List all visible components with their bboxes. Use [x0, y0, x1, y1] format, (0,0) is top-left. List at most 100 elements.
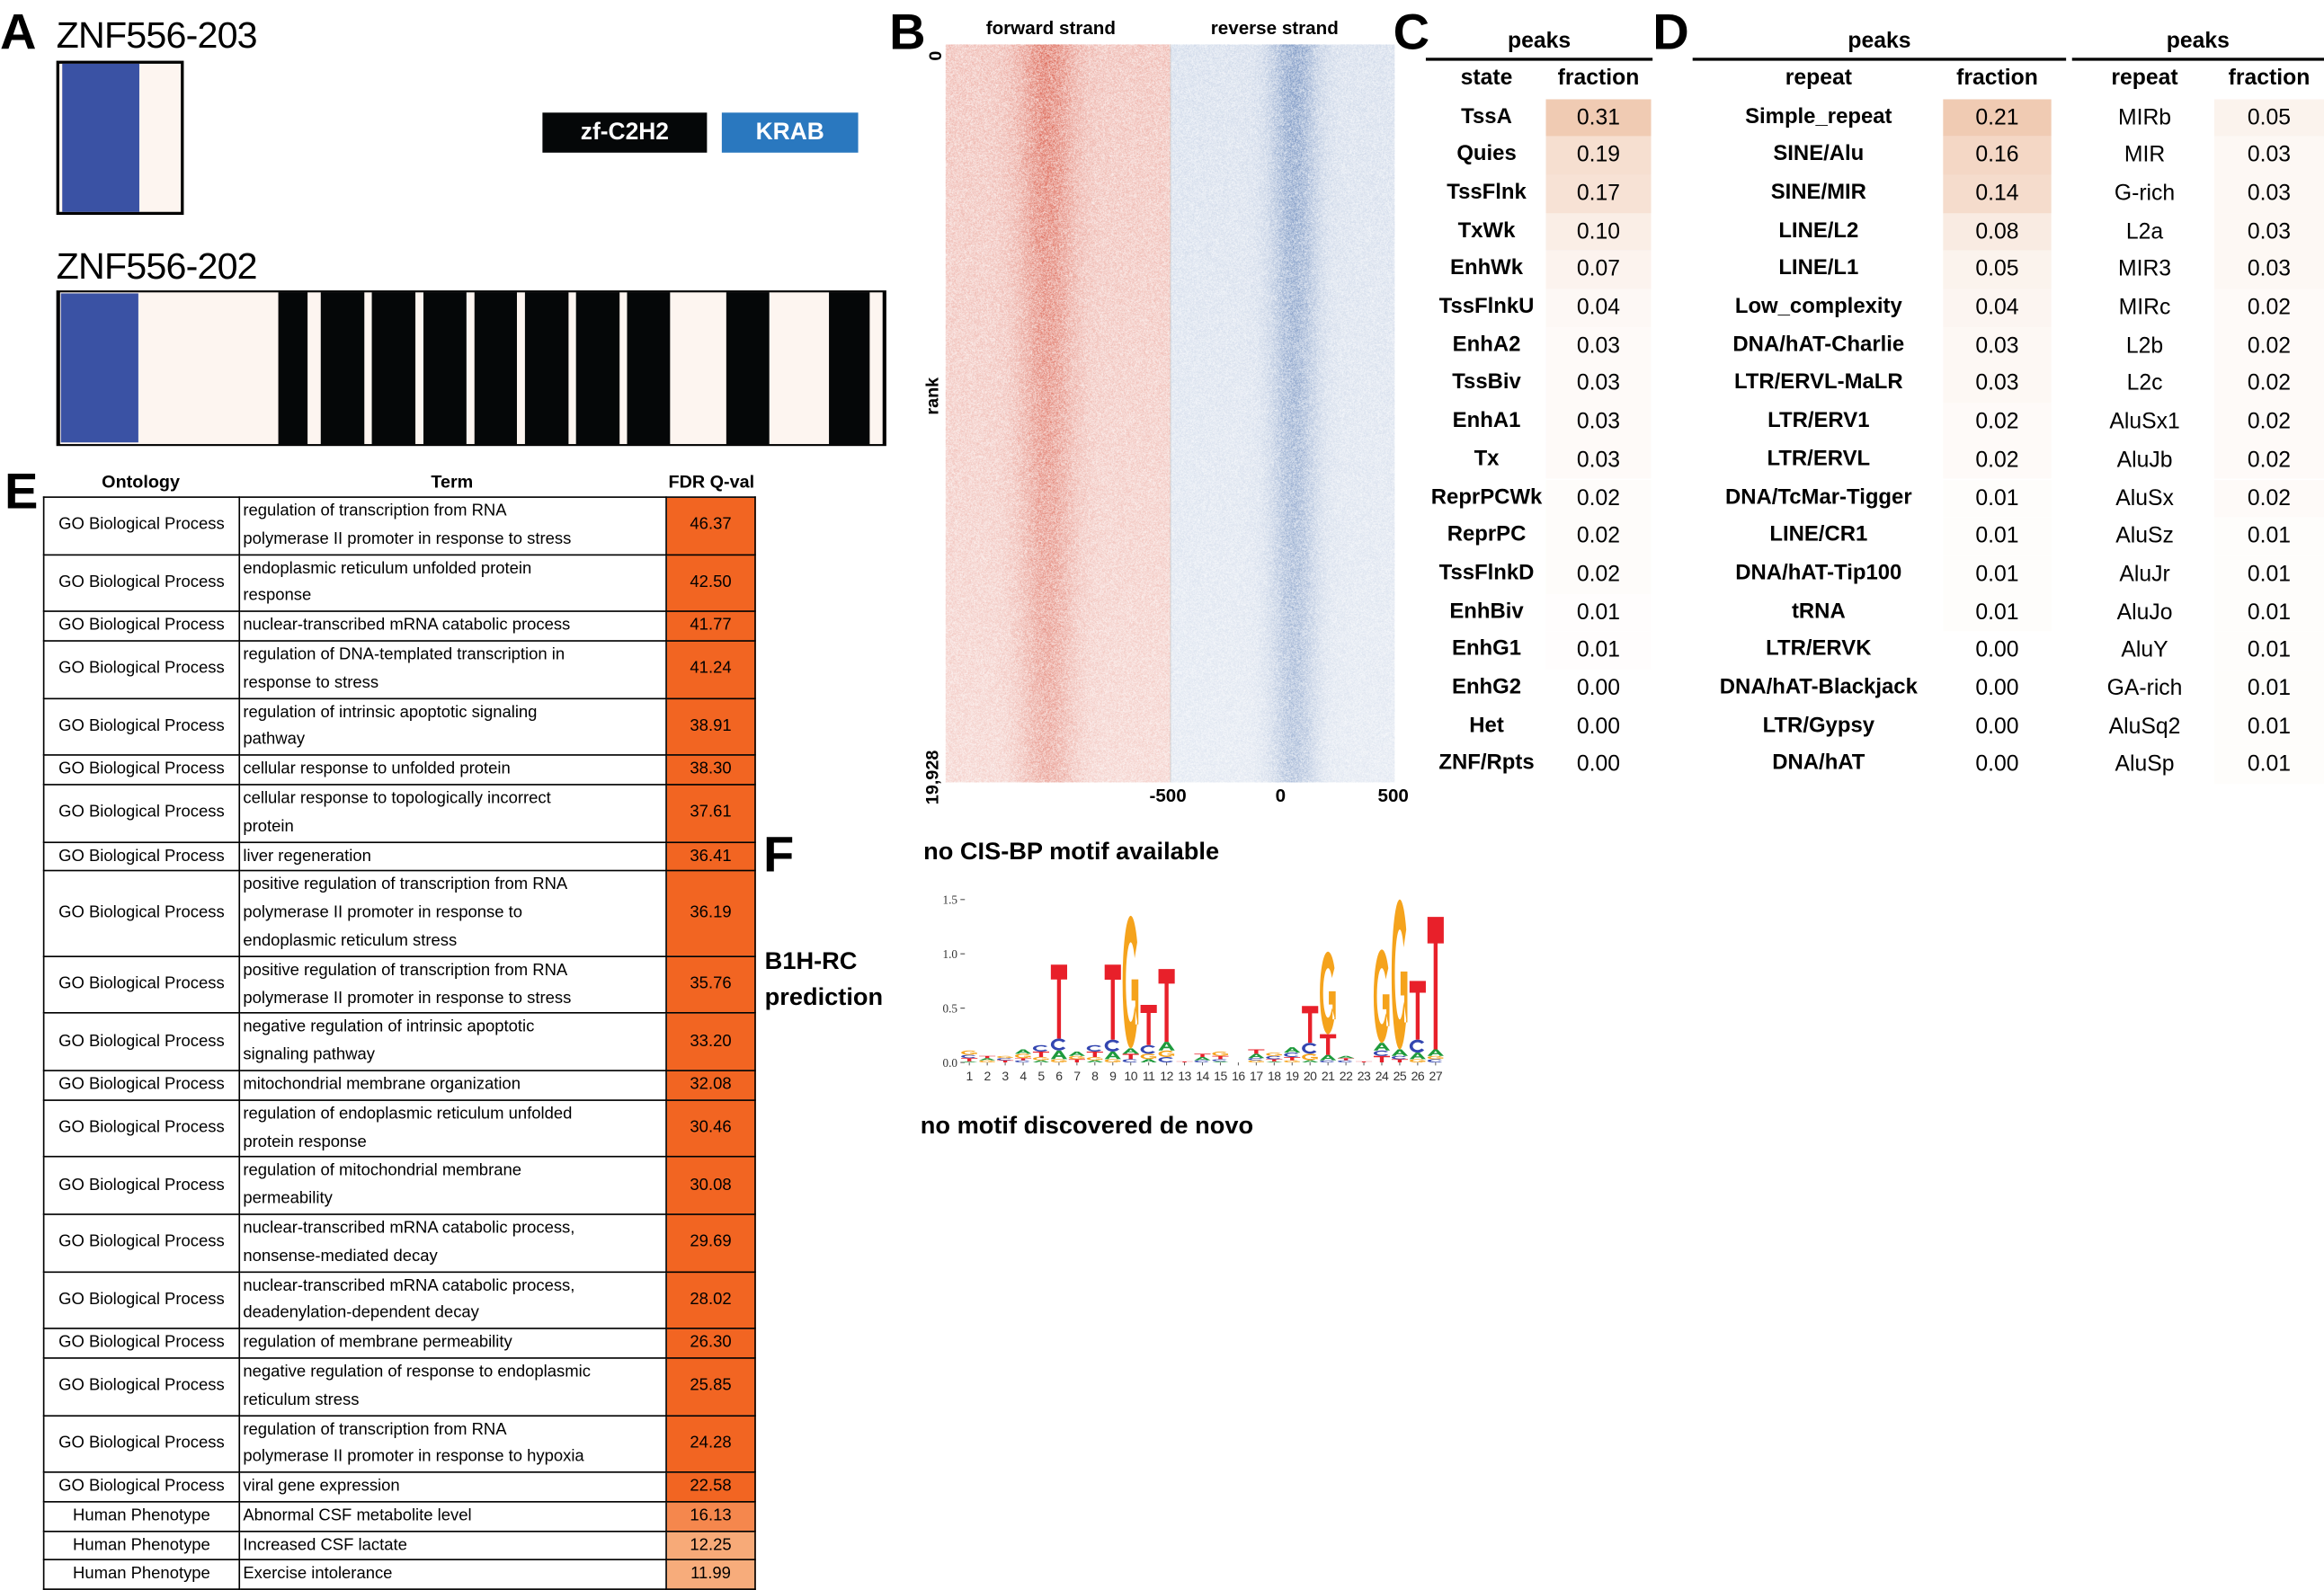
logo-letter-G: [1122, 915, 1139, 1049]
logo-letter-glyph: [1212, 1055, 1229, 1060]
position-label: 10: [1124, 1069, 1137, 1083]
ontology-cell: GO Biological Process: [42, 955, 241, 1015]
row-label: EnhA1: [1452, 409, 1521, 433]
fraction-cell: 0.02: [2214, 289, 2324, 327]
logo-letter-glyph: [1086, 1044, 1102, 1052]
position-label: 17: [1250, 1069, 1263, 1083]
fdr-cell: 12.25: [665, 1530, 756, 1561]
position-label: 4: [1020, 1069, 1027, 1083]
ontology-cell: GO Biological Process: [42, 496, 241, 555]
term-line: regulation of DNA-templated transcriptio…: [243, 645, 565, 664]
row-label: G-rich: [2114, 180, 2176, 206]
table-row: GO Biological Process regulation of trans…: [42, 1414, 756, 1473]
logo-letter-glyph: [1032, 1044, 1048, 1052]
fraction-cell: 0.00: [1943, 631, 2052, 671]
term-line: Abnormal CSF metabolite level: [243, 1506, 472, 1525]
logo-letter-glyph: [1320, 1054, 1337, 1061]
logo-letter-C: [1266, 1055, 1281, 1060]
term-line: cellular response to unfolded protein: [243, 760, 511, 778]
cisbp-status: no CIS-BP motif available: [923, 839, 1220, 866]
position-label: 16: [1232, 1069, 1245, 1083]
fdr-cell: 25.85: [665, 1356, 756, 1417]
logo-letter-glyph: [1248, 1049, 1265, 1054]
fraction-cell: 0.01: [2214, 745, 2324, 785]
fraction-cell: 0.03: [1943, 365, 2052, 404]
row-label: DNA/hAT-Tip100: [1735, 561, 1902, 586]
logo-letter-glyph: [1373, 949, 1390, 1044]
position-label: 12: [1160, 1069, 1173, 1083]
fdr-cell: 38.91: [665, 697, 756, 757]
logo-letter-G: [1212, 1051, 1228, 1056]
row-label: AluJb: [2116, 447, 2173, 473]
logo-letter-A: [1284, 1047, 1301, 1053]
logo-letter-glyph: [1014, 1049, 1032, 1054]
logo-letter-T: [1176, 1061, 1193, 1063]
term-line: polymerase II promoter in response to: [243, 903, 523, 922]
term-line: signaling pathway: [243, 1046, 375, 1064]
forward-strand-title: forward strand: [985, 17, 1116, 39]
term-cell: regulation of membrane permeability: [238, 1328, 667, 1359]
logo-letter-glyph: [1355, 1061, 1373, 1063]
fdr-cell: 38.30: [665, 754, 756, 786]
ontology-cell: Human Phenotype: [42, 1530, 241, 1561]
logo-letter-glyph: [1014, 1060, 1030, 1063]
logo-letter-T: [1050, 964, 1067, 1039]
row-label: L2c: [2126, 370, 2163, 396]
fraction-cell: 0.08: [1943, 212, 2052, 252]
table-row: Human Phenotype Exercise intolerance 11.99: [42, 1559, 756, 1590]
logo-letter-glyph: [1140, 1053, 1157, 1060]
logo-letter-G: [1391, 899, 1408, 1050]
row-label: MIR3: [2117, 256, 2172, 282]
logo-letter-T: [1302, 1006, 1319, 1044]
row-label: SINE/Alu: [1773, 142, 1865, 166]
logo-letter-glyph: [1212, 1051, 1228, 1056]
table-row: GO Biological Process regulation of membr…: [42, 1328, 756, 1359]
logo-letter-glyph: [1427, 917, 1444, 1050]
logo-letter-glyph: [1104, 1051, 1121, 1060]
row-label: LTR/ERV1: [1767, 409, 1870, 433]
logo-letter-glyph: [1032, 1051, 1050, 1058]
logo-letter-A: [1050, 1050, 1067, 1060]
ontology-cell: GO Biological Process: [42, 1471, 241, 1503]
column-header-fraction: fraction: [2228, 65, 2311, 91]
term-cell: cellular response to topologically incor…: [238, 784, 667, 843]
fdr-cell: 46.37: [665, 496, 756, 555]
fraction-cell: 0.02: [1943, 403, 2052, 441]
row-label: L2b: [2125, 333, 2164, 359]
logo-letter-A: [1427, 1049, 1444, 1056]
logo-letter-A: [1032, 1060, 1050, 1063]
logo-letter-glyph: [1391, 899, 1408, 1050]
logo-letter-glyph: [1391, 1059, 1409, 1063]
row-label: LINE/L2: [1778, 218, 1859, 243]
row-label: TxWk: [1457, 218, 1516, 243]
ontology-cell: Human Phenotype: [42, 1500, 241, 1532]
logo-letter-glyph: [1050, 964, 1067, 1039]
logo-letter-T: [1122, 1053, 1139, 1060]
logo-letter-glyph: [1302, 1060, 1319, 1063]
table-row: GO Biological Process regulation of trans…: [42, 496, 756, 555]
logo-letter-glyph: [1284, 1053, 1299, 1058]
ontology-cell: GO Biological Process: [42, 1270, 241, 1329]
term-line: liver regeneration: [243, 847, 371, 866]
ontology-cell: GO Biological Process: [42, 697, 241, 757]
logo-letter-glyph: [1373, 1055, 1391, 1063]
row-label: MIR: [2124, 142, 2166, 168]
logo-letter-glyph: [1427, 1049, 1444, 1056]
fraction-cell: 0.03: [2214, 251, 2324, 289]
fraction-cell: 0.01: [1545, 593, 1652, 632]
term-cell: nuclear-transcribed mRNA catabolic proce…: [238, 610, 667, 642]
logo-letter-glyph: [1338, 1058, 1355, 1061]
logo-letter-glyph: [1302, 1053, 1318, 1061]
logo-letter-A: [1302, 1060, 1319, 1063]
fraction-cell: 0.05: [1943, 251, 2052, 289]
logo-letter-C: [1140, 1044, 1155, 1054]
logo-letter-T: [1409, 981, 1426, 1040]
logo-letter-T: [1068, 1059, 1085, 1063]
logo-letter-G: [1373, 949, 1390, 1044]
logo-letter-glyph: [1248, 1058, 1263, 1061]
logo-letter-C: [1427, 1059, 1443, 1063]
logo-letter-G: [1284, 1060, 1300, 1063]
row-label: EnhG1: [1452, 637, 1522, 662]
y-tick-label: 0.5: [943, 1002, 958, 1016]
position-label: 26: [1411, 1069, 1425, 1083]
